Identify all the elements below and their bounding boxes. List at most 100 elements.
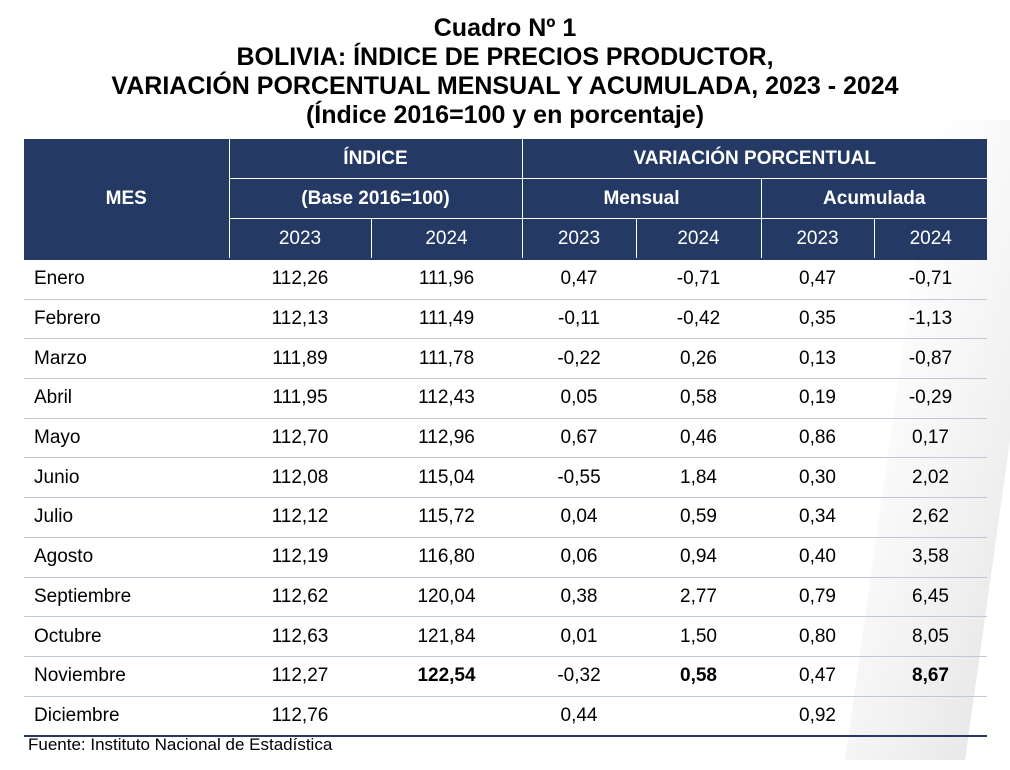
monthly-2024-cell [636,696,761,738]
cumulative-2024-cell: 0,17 [874,418,987,459]
table-row: Septiembre 112,62 120,04 0,38 2,77 0,79 … [24,577,987,618]
header-indice: ÍNDICE [228,139,523,179]
monthly-2023-cell: 0,44 [522,696,636,738]
cumulative-2024-cell: -0,29 [874,378,987,419]
cumulative-2023-cell: 0,86 [761,418,874,459]
index-2024-cell: 116,80 [371,537,522,578]
index-2024-cell: 122,54 [371,656,522,697]
table-row: Enero 112,26 111,96 0,47 -0,71 0,47 -0,7… [24,257,987,300]
monthly-2023-cell: 0,04 [522,497,636,538]
monthly-2024-cell: 0,59 [636,497,761,538]
cumulative-2023-cell: 0,13 [761,338,874,380]
index-2023-cell: 112,08 [229,457,371,499]
header-variacion: VARIACIÓN PORCENTUAL [521,139,987,179]
cumulative-2024-cell: -0,87 [874,338,987,380]
header-year-acumulada-2023: 2023 [760,218,875,260]
title-line-1: Cuadro Nº 1 [433,14,577,42]
title-line-2: BOLIVIA: ÍNDICE DE PRECIOS PRODUCTOR, [236,43,774,71]
index-2023-cell: 112,26 [229,257,371,300]
cumulative-2024-cell: 3,58 [874,537,987,578]
index-2023-cell: 112,70 [229,418,371,459]
header-year-indice-2024: 2024 [370,218,523,260]
index-2023-cell: 112,27 [229,656,371,697]
monthly-2024-cell: 0,58 [636,656,761,697]
monthly-2024-cell: 0,58 [636,378,761,419]
cumulative-2023-cell: 0,79 [761,577,874,618]
monthly-2023-cell: 0,05 [522,378,636,419]
index-2023-cell: 112,19 [229,537,371,578]
cumulative-2024-cell: -0,71 [874,257,987,300]
index-2024-cell [371,696,522,738]
header-year-mensual-2023: 2023 [521,218,637,260]
month-cell: Noviembre [24,656,229,697]
header-base: (Base 2016=100) [228,178,523,219]
monthly-2023-cell: 0,06 [522,537,636,578]
header-year-mensual-2024: 2024 [635,218,762,260]
cumulative-2023-cell: 0,80 [761,616,874,657]
table-row: Agosto 112,19 116,80 0,06 0,94 0,40 3,58 [24,537,987,578]
monthly-2023-cell: 0,47 [522,257,636,300]
monthly-2023-cell: -0,55 [522,457,636,499]
index-2024-cell: 115,04 [371,457,522,499]
cumulative-2024-cell: 2,02 [874,457,987,499]
monthly-2023-cell: 0,67 [522,418,636,459]
month-cell: Febrero [24,299,229,340]
month-cell: Abril [24,378,229,419]
month-cell: Diciembre [24,696,229,738]
cumulative-2023-cell: 0,47 [761,656,874,697]
table-body: Enero 112,26 111,96 0,47 -0,71 0,47 -0,7… [24,257,987,738]
monthly-2024-cell: -0,71 [636,257,761,300]
cumulative-2024-cell: 8,05 [874,616,987,657]
cumulative-2024-cell [874,696,987,738]
title-line-4: (Índice 2016=100 y en porcentaje) [305,101,705,129]
index-2024-cell: 115,72 [371,497,522,538]
month-cell: Junio [24,457,229,499]
title-line-3: VARIACIÓN PORCENTUAL MENSUAL Y ACUMULADA… [111,72,899,100]
index-2024-cell: 112,96 [371,418,522,459]
cumulative-2023-cell: 0,19 [761,378,874,419]
header-mes: MES [24,139,230,260]
source-note: Fuente: Instituto Nacional de Estadístic… [28,735,333,754]
table-row: Octubre 112,63 121,84 0,01 1,50 0,80 8,0… [24,616,987,657]
cumulative-2024-cell: 8,67 [874,656,987,697]
month-cell: Mayo [24,418,229,459]
month-cell: Septiembre [24,577,229,618]
cumulative-2024-cell: 6,45 [874,577,987,618]
month-cell: Enero [24,257,229,300]
table-row: Mayo 112,70 112,96 0,67 0,46 0,86 0,17 [24,418,987,459]
cumulative-2023-cell: 0,92 [761,696,874,738]
monthly-2024-cell: 1,50 [636,616,761,657]
monthly-2024-cell: 0,26 [636,338,761,380]
index-2023-cell: 112,76 [229,696,371,738]
table-header: MES ÍNDICE VARIACIÓN PORCENTUAL (Base 20… [24,139,987,260]
monthly-2024-cell: 0,46 [636,418,761,459]
monthly-2023-cell: 0,38 [522,577,636,618]
cumulative-2023-cell: 0,34 [761,497,874,538]
index-2024-cell: 112,43 [371,378,522,419]
index-2023-cell: 112,13 [229,299,371,340]
month-cell: Octubre [24,616,229,657]
index-2023-cell: 112,63 [229,616,371,657]
header-year-indice-2023: 2023 [228,218,372,260]
index-2024-cell: 121,84 [371,616,522,657]
monthly-2024-cell: -0,42 [636,299,761,340]
index-2023-cell: 111,89 [229,338,371,380]
table-row: Julio 112,12 115,72 0,04 0,59 0,34 2,62 [24,497,987,538]
table-row: Abril 111,95 112,43 0,05 0,58 0,19 -0,29 [24,378,987,419]
table-row: Junio 112,08 115,04 -0,55 1,84 0,30 2,02 [24,457,987,499]
table-row: Noviembre 112,27 122,54 -0,32 0,58 0,47 … [24,656,987,697]
index-2023-cell: 112,12 [229,497,371,538]
table-row: Febrero 112,13 111,49 -0,11 -0,42 0,35 -… [24,299,987,340]
cumulative-2023-cell: 0,40 [761,537,874,578]
monthly-2024-cell: 0,94 [636,537,761,578]
cumulative-2023-cell: 0,35 [761,299,874,340]
price-index-table: MES ÍNDICE VARIACIÓN PORCENTUAL (Base 20… [24,139,987,738]
monthly-2023-cell: -0,11 [522,299,636,340]
index-2024-cell: 111,78 [371,338,522,380]
index-2024-cell: 111,96 [371,257,522,300]
cumulative-2023-cell: 0,47 [761,257,874,300]
header-year-acumulada-2024: 2024 [873,218,987,260]
month-cell: Agosto [24,537,229,578]
month-cell: Marzo [24,338,229,380]
cumulative-2023-cell: 0,30 [761,457,874,499]
